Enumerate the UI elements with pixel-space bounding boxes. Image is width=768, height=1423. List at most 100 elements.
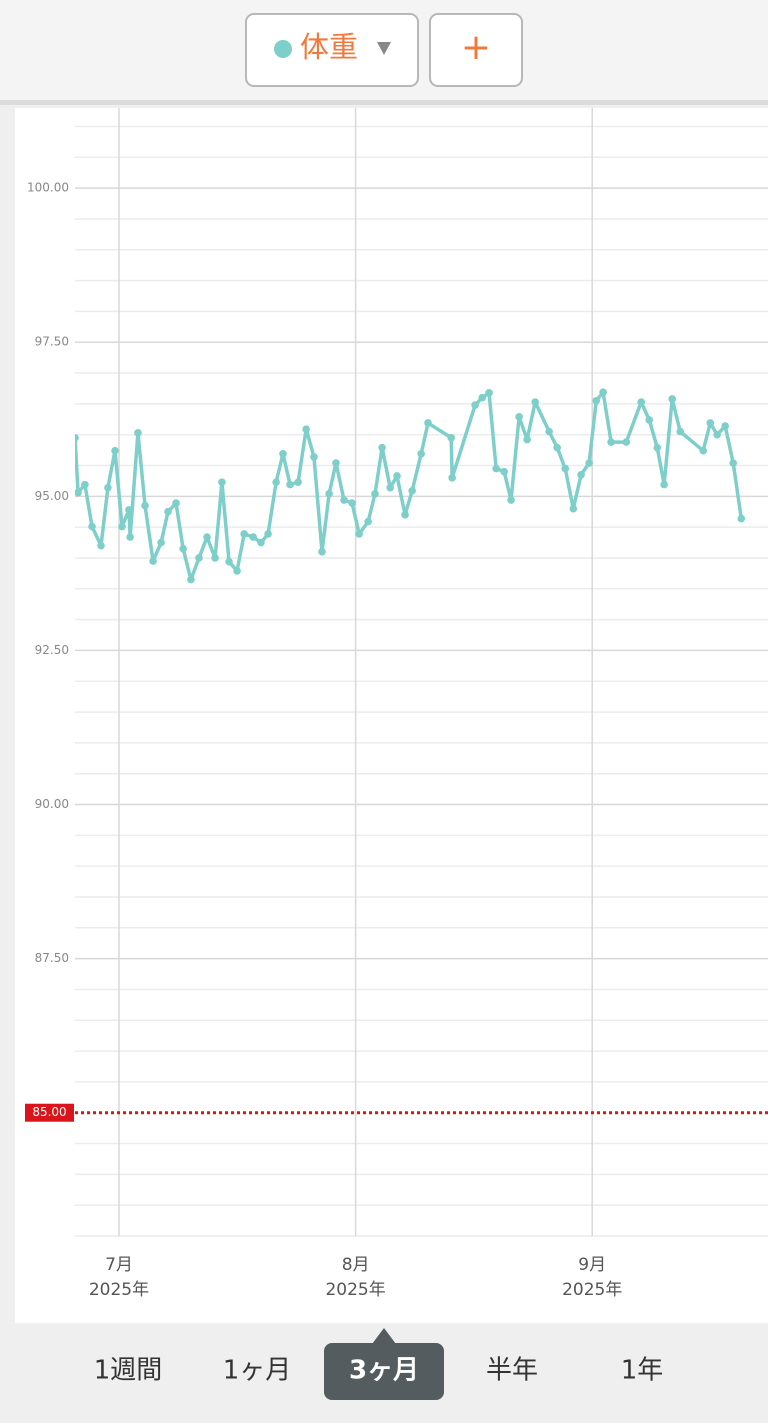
data-point [118, 522, 126, 531]
add-control[interactable]: + [429, 13, 523, 87]
data-point [401, 511, 409, 519]
data-point [225, 557, 233, 566]
y-tick-label: 92.50 [35, 643, 69, 657]
data-point [492, 464, 500, 473]
data-point [81, 480, 89, 489]
data-point [515, 413, 523, 421]
selector-button[interactable] [245, 13, 419, 87]
data-point [355, 530, 363, 538]
data-point [332, 459, 340, 467]
data-point [653, 443, 662, 452]
data-point [545, 427, 553, 436]
data-point [569, 504, 578, 513]
data-point [386, 483, 394, 492]
x-tick-label: 8月 [342, 1255, 370, 1275]
x-tick-sublabel: 2025年 [562, 1280, 622, 1300]
data-point [378, 443, 386, 452]
data-point [310, 453, 318, 461]
dropdown-arrow [377, 42, 391, 55]
data-point [172, 499, 180, 507]
add-button[interactable] [429, 13, 523, 87]
y-tick-label: 97.50 [35, 335, 69, 349]
data-point [607, 438, 615, 446]
range-tab[interactable]: 1年 [621, 1356, 664, 1386]
selected-range-tab[interactable]: 3ヶ月 [349, 1356, 419, 1386]
selected-tab-bg[interactable] [324, 1343, 444, 1400]
data-point [325, 490, 333, 498]
data-point [523, 435, 531, 444]
data-point [104, 483, 112, 492]
y-tick-label: 95.00 [35, 489, 69, 503]
x-tick-label: 7月 [105, 1255, 133, 1275]
data-point [706, 419, 715, 427]
data-point [125, 506, 133, 514]
data-point [599, 388, 607, 396]
data-point [447, 433, 455, 442]
data-point [211, 554, 219, 562]
y-tick-label: 100.00 [27, 181, 69, 195]
metric-name[interactable]: 体重 [300, 30, 358, 64]
data-point [240, 530, 248, 538]
data-point [713, 430, 721, 439]
data-point [408, 486, 416, 495]
data-point [126, 533, 134, 541]
data-point [264, 530, 272, 538]
data-point [75, 488, 82, 497]
data-point [111, 446, 119, 455]
data-point [417, 449, 425, 458]
data-point [97, 541, 105, 550]
grid [75, 108, 768, 1237]
data-point [164, 507, 172, 516]
target-label-box [25, 1103, 74, 1122]
metric-selector[interactable]: 体重 [245, 13, 419, 87]
data-point [676, 427, 685, 436]
legend-dot [274, 40, 292, 58]
data-point [195, 554, 203, 562]
x-tick-sublabel: 2025年 [89, 1280, 149, 1300]
add-button-label[interactable]: + [461, 27, 491, 68]
data-point [279, 449, 287, 458]
data-point [286, 480, 294, 489]
selected-pointer [372, 1328, 396, 1344]
range-tab[interactable]: 1週間 [94, 1356, 163, 1386]
range-tab[interactable]: 半年 [486, 1356, 538, 1386]
data-point [257, 538, 265, 547]
plot [75, 388, 746, 584]
data-point [448, 474, 456, 482]
range-tabs: 1週間 1ヶ月 3ヶ月 半年 1年 [94, 1328, 664, 1400]
data-point [187, 575, 195, 584]
weight-line [75, 390, 743, 582]
data-point [729, 459, 738, 467]
data-point [531, 398, 539, 406]
data-point [233, 567, 241, 575]
data-point [364, 517, 372, 526]
data-point [340, 496, 348, 504]
data-point [179, 544, 187, 553]
data-point [393, 472, 401, 480]
target-label: 85.00 [32, 1105, 66, 1119]
range-tab[interactable]: 1ヶ月 [223, 1356, 292, 1386]
data-point [218, 478, 226, 486]
data-point [141, 501, 149, 510]
data-point [577, 470, 585, 479]
data-point [348, 499, 356, 507]
x-tick-label: 9月 [578, 1255, 606, 1275]
data-point [318, 548, 326, 556]
y-tick-label: 90.00 [35, 797, 69, 811]
data-point [471, 401, 479, 409]
data-point [424, 419, 432, 427]
data-point [592, 396, 601, 405]
y-tick-label: 87.50 [35, 951, 69, 965]
data-point [721, 422, 729, 430]
data-point [500, 467, 508, 476]
data-point [645, 416, 654, 424]
data-point [585, 459, 593, 467]
data-point [88, 522, 96, 531]
data-point [249, 533, 257, 541]
data-point [75, 433, 79, 442]
data-point [371, 490, 379, 498]
data-point [485, 388, 493, 397]
data-point [637, 398, 645, 406]
axis-labels: 100.00 97.50 95.00 92.50 90.00 87.50 7月 2025年 8月… [25, 181, 768, 1300]
